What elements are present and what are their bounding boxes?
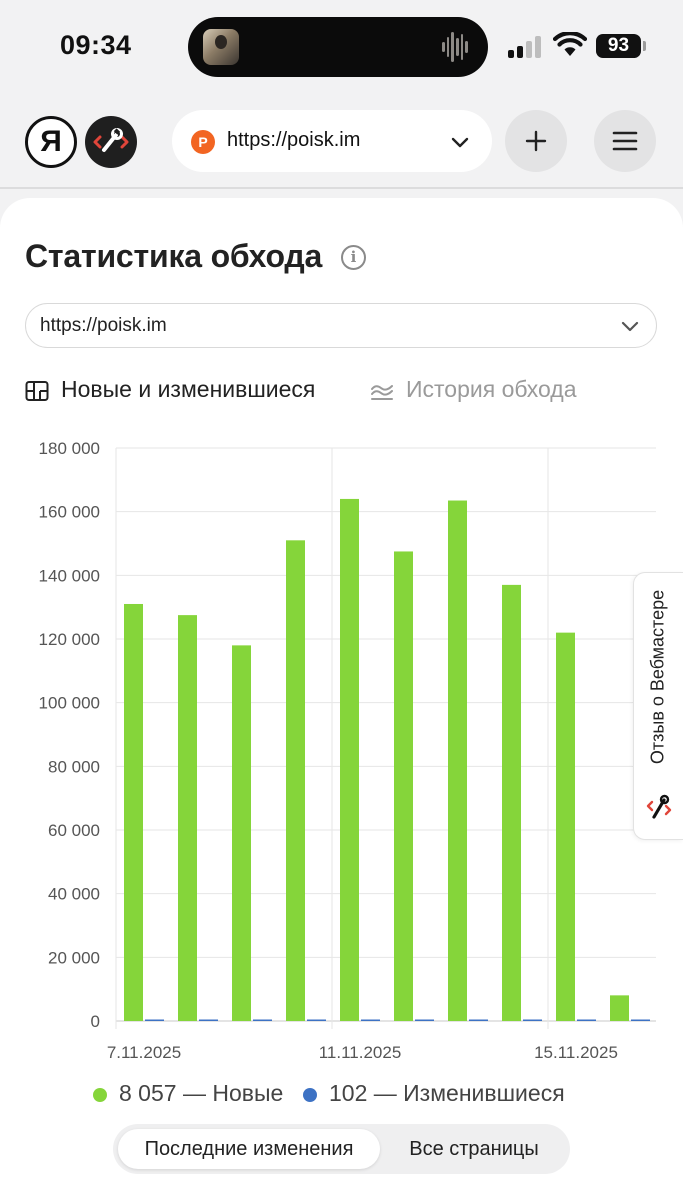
y-tick-label: 180 000 <box>39 439 100 458</box>
y-tick-label: 140 000 <box>39 566 100 585</box>
battery-cap <box>643 41 646 51</box>
toolbar-divider <box>0 187 683 189</box>
audio-waveform-icon <box>442 31 469 63</box>
chevron-down-icon[interactable] <box>450 132 470 152</box>
tab-new-and-changed-label: Новые и изменившиеся <box>61 376 316 402</box>
bar-new <box>502 584 521 1021</box>
page-title: Статистика обхода <box>25 238 323 274</box>
grid-icon <box>25 381 49 401</box>
bar-changed <box>199 1019 218 1021</box>
plus-icon <box>525 130 547 152</box>
bar-changed <box>631 1019 650 1021</box>
chevron-down-icon <box>621 321 639 332</box>
cellular-signal-icon <box>508 36 544 58</box>
bar-new <box>610 995 629 1021</box>
legend-new-label: 8 057 — Новые <box>119 1080 284 1106</box>
period-segmented-control: Последние изменения Все страницы <box>113 1124 570 1174</box>
address-bar-url: https://poisk.im <box>227 129 361 151</box>
yandex-logo[interactable]: Я <box>25 116 77 168</box>
x-tick-label: 7.11.2025 <box>107 1043 181 1062</box>
bar-new <box>340 498 359 1021</box>
browser-menu-button[interactable] <box>594 110 656 172</box>
status-time: 09:34 <box>60 30 132 60</box>
bar-changed <box>415 1019 434 1021</box>
site-select[interactable]: https://poisk.im <box>25 303 657 348</box>
y-tick-label: 80 000 <box>48 757 100 776</box>
y-tick-label: 160 000 <box>39 503 100 522</box>
segment-all-pages[interactable]: Все страницы <box>409 1138 539 1160</box>
bar-new <box>448 500 467 1021</box>
bar-new <box>124 603 143 1021</box>
legend-new-dot <box>93 1088 107 1102</box>
segment-recent-changes[interactable]: Последние изменения <box>118 1129 380 1169</box>
wrench-brackets-icon <box>646 794 672 819</box>
bar-changed <box>577 1019 596 1021</box>
site-favicon: P <box>191 130 215 154</box>
feedback-label: Отзыв о Вебмастере <box>647 589 668 765</box>
status-bar: 09:34 93 <box>0 0 683 95</box>
bar-changed <box>145 1019 164 1021</box>
wifi-icon <box>553 32 587 56</box>
y-tick-label: 0 <box>91 1012 100 1031</box>
new-tab-button[interactable] <box>505 110 567 172</box>
bar-new <box>286 540 305 1021</box>
tab-crawl-history-label: История обхода <box>406 376 577 402</box>
y-tick-label: 60 000 <box>48 821 100 840</box>
crawl-stats-chart: 180 000 160 000 140 000 120 000 100 000 80 00… <box>39 439 656 1062</box>
bar-changed <box>469 1019 488 1021</box>
bar-new <box>394 551 413 1021</box>
dynamic-island[interactable] <box>188 17 488 77</box>
site-select-value: https://poisk.im <box>40 315 167 336</box>
y-tick-label: 100 000 <box>39 694 100 713</box>
legend-changed-dot <box>303 1088 317 1102</box>
bar-changed <box>253 1019 272 1021</box>
address-bar[interactable]: P https://poisk.im <box>172 110 492 172</box>
bar-new <box>178 615 197 1021</box>
y-tick-label: 40 000 <box>48 885 100 904</box>
bar-new <box>556 632 575 1021</box>
x-tick-label: 11.11.2025 <box>319 1043 402 1062</box>
battery-indicator: 93 <box>596 34 641 58</box>
content-card: Статистика обхода i https://poisk.im Нов… <box>0 198 683 1200</box>
hamburger-menu-icon <box>612 131 638 151</box>
bar-changed <box>523 1019 542 1021</box>
x-tick-label: 15.11.2025 <box>534 1043 618 1062</box>
bar-changed <box>307 1019 326 1021</box>
wave-lines-icon <box>371 385 393 400</box>
y-tick-label: 120 000 <box>39 630 100 649</box>
feedback-tab[interactable]: Отзыв о Вебмастере <box>633 572 683 840</box>
legend-changed-label: 102 — Изменившиеся <box>329 1080 565 1106</box>
webmaster-tools-icon[interactable] <box>85 116 137 168</box>
info-icon[interactable]: i <box>341 245 366 270</box>
now-playing-artwork <box>203 29 239 65</box>
browser-toolbar: Я P https://poisk.im <box>0 95 683 187</box>
bar-new <box>232 645 251 1021</box>
bar-changed <box>361 1019 380 1021</box>
y-tick-label: 20 000 <box>48 948 100 967</box>
